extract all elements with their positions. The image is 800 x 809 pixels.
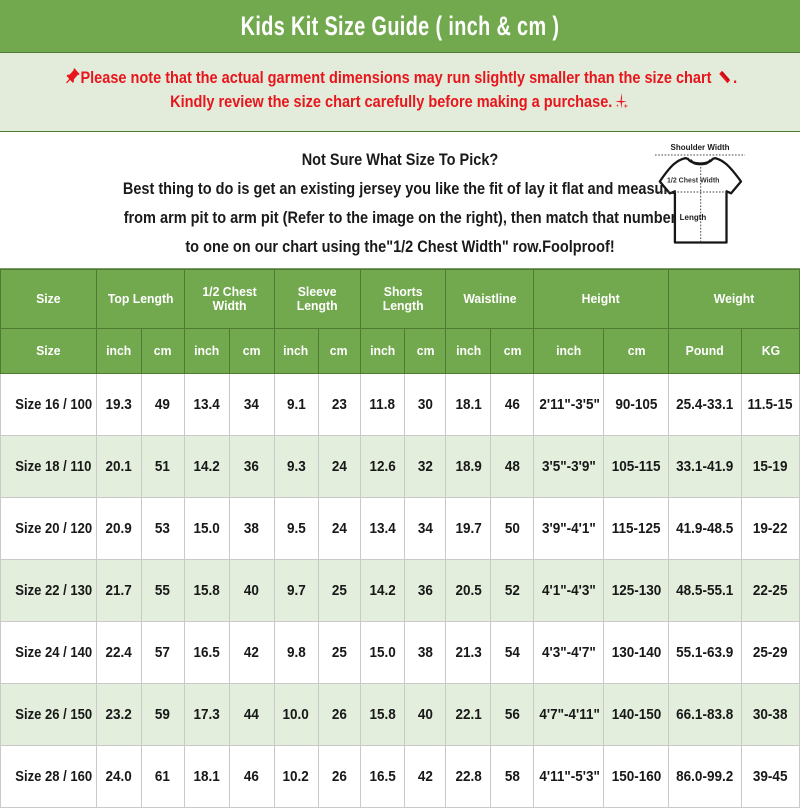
svg-text:Shoulder Width: Shoulder Width (670, 143, 729, 152)
svg-text:Length: Length (680, 213, 707, 222)
svg-text:1/2 Chest Width: 1/2 Chest Width (667, 178, 719, 185)
